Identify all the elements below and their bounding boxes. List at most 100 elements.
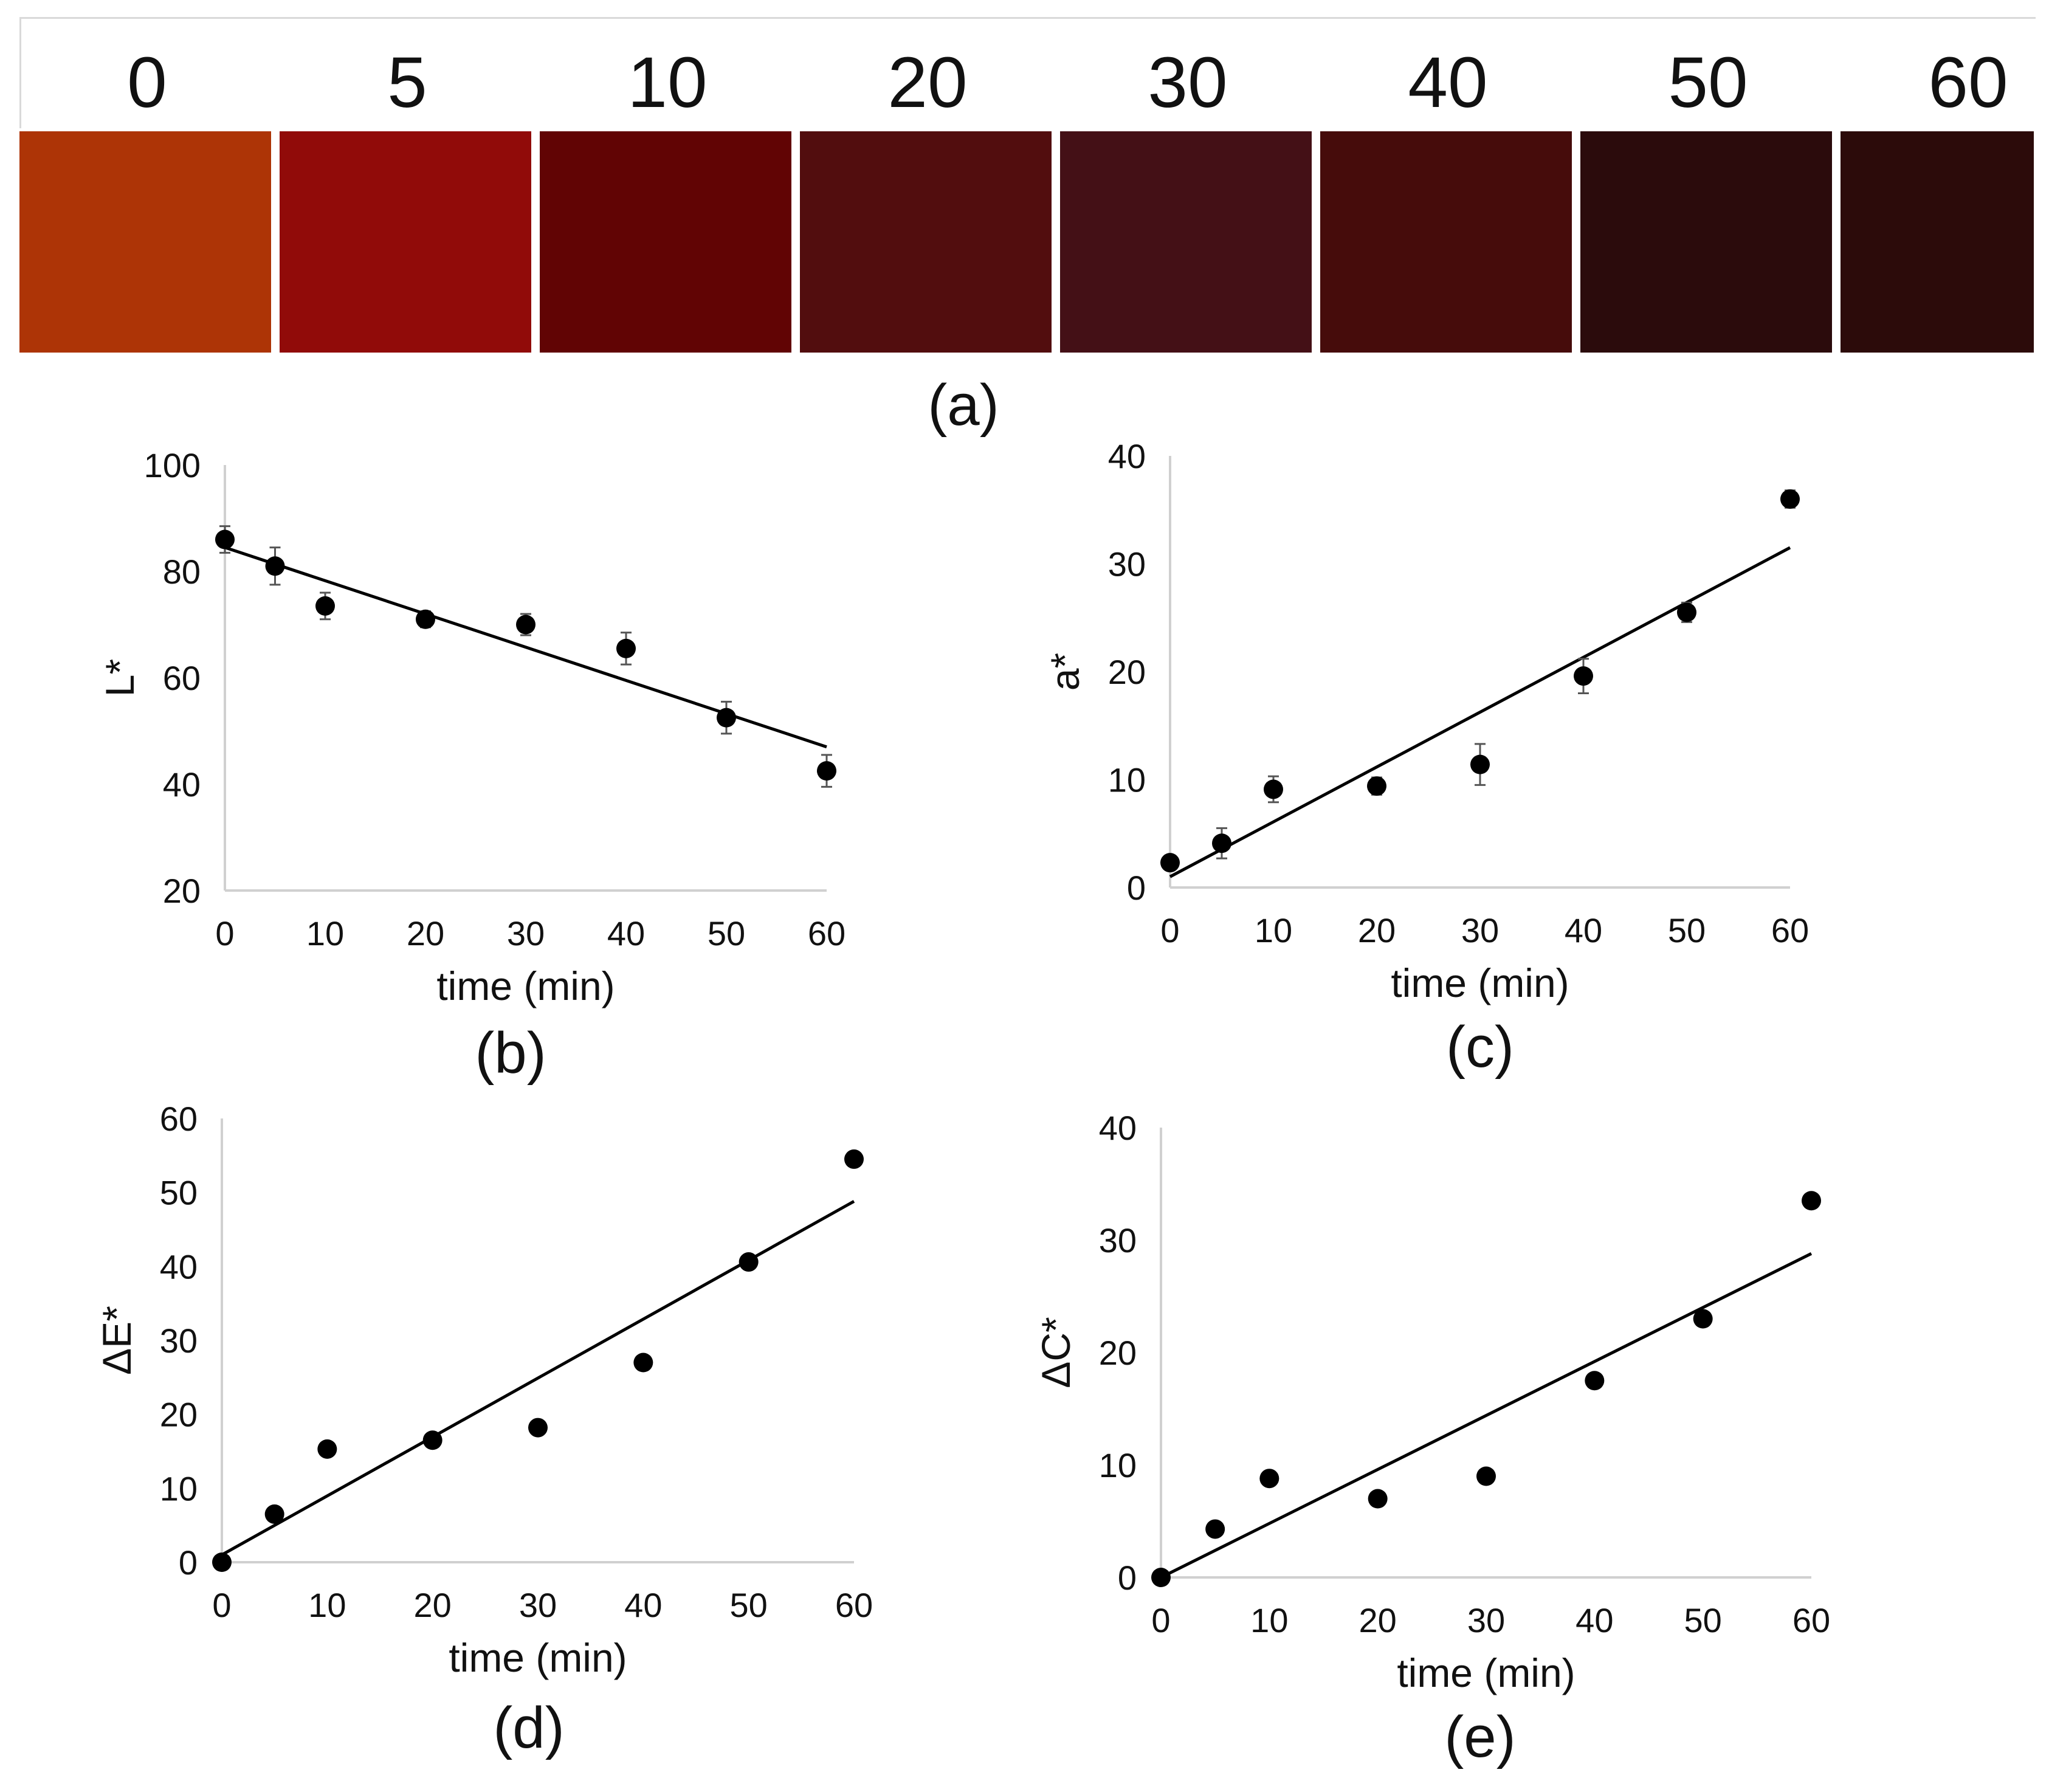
y-tick-label: 10 (1108, 761, 1146, 799)
x-tick-label: 30 (1467, 1601, 1505, 1639)
x-tick-label: 30 (519, 1586, 557, 1624)
x-tick-label: 50 (1684, 1601, 1722, 1639)
y-tick-label: 40 (1099, 1109, 1137, 1147)
trendline (221, 1200, 855, 1557)
data-point (215, 529, 235, 550)
swatch-label: 20 (887, 43, 968, 123)
data-point (1212, 833, 1231, 853)
x-tick-label: 10 (1250, 1601, 1288, 1639)
y-tick-label: 60 (163, 659, 201, 697)
data-point (817, 761, 836, 781)
x-tick-label: 50 (708, 914, 745, 953)
data-point (416, 609, 435, 629)
color-swatch (800, 131, 1052, 353)
color-swatch (1320, 131, 1572, 353)
swatch-label: 40 (1408, 43, 1488, 123)
data-point (616, 638, 636, 658)
chart-e: 0 10 20 30 40 0 10 20 30 40 50 60 time (min) ΔC* (e) (1033, 1109, 1830, 1770)
y-tick-label: 40 (163, 765, 201, 804)
data-point (1367, 776, 1386, 796)
chart-d: 0 10 20 30 40 50 60 0 10 20 30 40 50 60 time (min) ΔE* (… (94, 1100, 873, 1760)
swatch-panel: 0 5 10 20 30 40 50 60 (a) (0, 0, 2049, 438)
y-axis-title: a* (1042, 653, 1087, 691)
x-tick-label: 60 (1771, 911, 1809, 949)
data-point (1151, 1568, 1171, 1587)
x-axis-title: time (min) (1397, 1650, 1575, 1695)
y-tick-label: 40 (1108, 437, 1146, 475)
panel-caption-b: (b) (475, 1021, 546, 1086)
data-point (1574, 666, 1593, 686)
y-axis-title: L* (97, 659, 142, 697)
data-point (717, 708, 736, 728)
swatch-label: 30 (1148, 43, 1228, 123)
x-tick-label: 50 (1668, 911, 1706, 949)
panel-caption-c: (c) (1446, 1015, 1514, 1080)
x-tick-label: 30 (507, 914, 545, 953)
color-swatch (19, 131, 271, 353)
y-tick-label: 50 (160, 1174, 198, 1212)
x-tick-label: 40 (1565, 911, 1602, 949)
x-tick-label: 30 (1461, 911, 1499, 949)
y-tick-label: 20 (163, 872, 201, 910)
x-tick-label: 20 (1359, 1601, 1397, 1639)
x-tick-label: 10 (306, 914, 344, 953)
y-tick-label: 40 (160, 1247, 198, 1286)
color-swatch (1841, 131, 2034, 353)
trendline (1160, 1252, 1813, 1579)
color-swatch (1580, 131, 1832, 353)
y-tick-label: 0 (179, 1543, 198, 1582)
x-tick-label: 20 (1358, 911, 1396, 949)
y-tick-label: 0 (1118, 1559, 1137, 1597)
x-axis-title: time (min) (1391, 960, 1569, 1005)
y-tick-label: 20 (160, 1396, 198, 1434)
data-point (264, 1504, 284, 1524)
data-point (315, 596, 335, 616)
y-tick-label: 100 (144, 446, 201, 484)
x-tick-label: 60 (1792, 1601, 1830, 1639)
y-tick-label: 80 (163, 553, 201, 591)
x-tick-label: 40 (607, 914, 645, 953)
x-tick-label: 0 (1160, 911, 1179, 949)
data-point (1585, 1371, 1605, 1391)
y-tick-label: 30 (1099, 1221, 1137, 1260)
color-swatch (280, 131, 531, 353)
data-point (422, 1430, 443, 1450)
trendline (224, 546, 827, 749)
y-tick-label: 20 (1099, 1334, 1137, 1372)
data-point (317, 1439, 337, 1459)
swatch-label-row: 0 5 10 20 30 40 50 60 (19, 17, 2036, 128)
x-tick-label: 10 (1255, 911, 1292, 949)
chart-c: 0 10 20 30 40 0 10 20 30 40 50 60 time (min) a* (c) (1042, 437, 1809, 1080)
x-tick-label: 0 (212, 1586, 231, 1624)
data-point (1160, 853, 1180, 873)
y-tick-label: 20 (1108, 653, 1146, 691)
data-point (265, 556, 285, 576)
y-axis-title: ΔC* (1033, 1317, 1078, 1388)
color-swatch (540, 131, 791, 353)
swatch-label: 5 (387, 43, 427, 123)
data-point (1802, 1191, 1821, 1211)
data-point (1677, 602, 1696, 622)
data-point (739, 1252, 759, 1272)
trendline (1169, 546, 1791, 878)
x-tick-label: 20 (414, 1586, 452, 1624)
panel-caption-d: (d) (493, 1695, 564, 1760)
swatch-label: 10 (627, 43, 708, 123)
x-axis-title: time (min) (449, 1635, 627, 1680)
x-tick-label: 60 (835, 1586, 873, 1624)
data-point (1205, 1519, 1225, 1539)
data-point (844, 1149, 864, 1169)
data-point (528, 1418, 548, 1438)
x-tick-label: 40 (1575, 1601, 1613, 1639)
data-point (1470, 754, 1490, 774)
y-tick-label: 30 (160, 1322, 198, 1360)
panel-caption-e: (e) (1444, 1704, 1515, 1770)
x-tick-label: 10 (308, 1586, 346, 1624)
data-point (633, 1353, 653, 1373)
data-point (1780, 489, 1800, 509)
data-point (1259, 1469, 1279, 1489)
y-tick-label: 30 (1108, 545, 1146, 584)
swatch-label: 0 (127, 43, 167, 123)
swatch-label: 50 (1668, 43, 1748, 123)
y-tick-label: 10 (1099, 1446, 1137, 1484)
